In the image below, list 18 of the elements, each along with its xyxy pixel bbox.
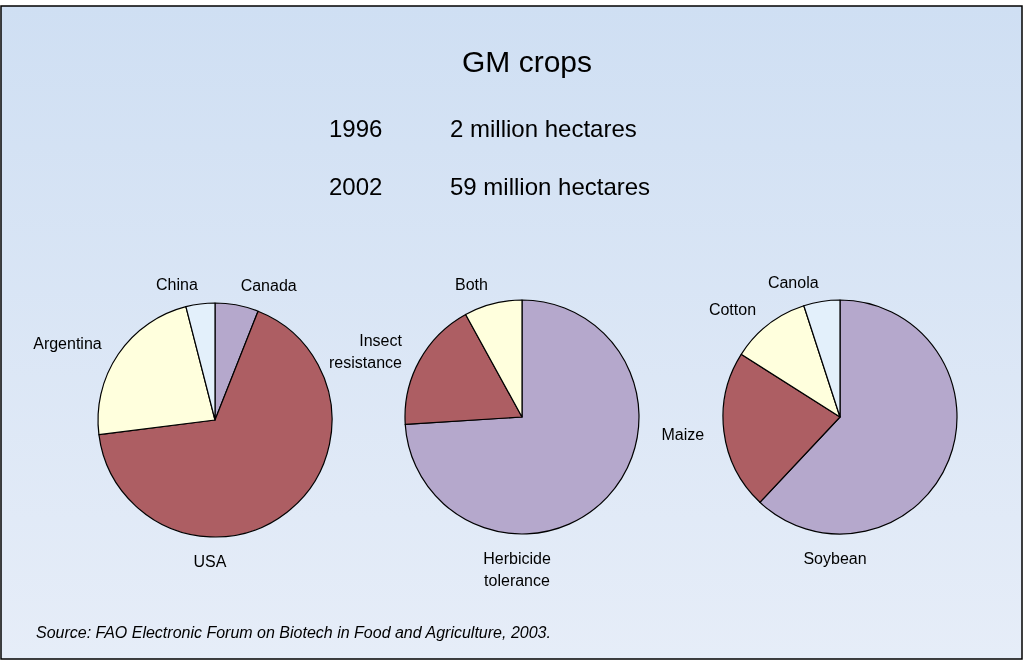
slice-label: Argentina: [33, 334, 102, 352]
text: GM crops: [461, 45, 593, 78]
slice-label: Insect resistance: [329, 332, 403, 371]
slice-label: Both: [455, 276, 488, 294]
text: 2002: [329, 173, 383, 200]
slice-label: Canada: [240, 277, 297, 295]
pie-slice: [404, 299, 640, 535]
text: 2 million hectares: [450, 115, 637, 142]
source-note: Source: FAO Electronic Forum on Biotech in Food and Agriculture, 2003.: [36, 624, 551, 641]
slice-label: Soybean: [803, 550, 867, 567]
slice-label: Cotton: [708, 300, 757, 318]
text: 59 million hectares: [450, 173, 651, 200]
slice-label: Maize: [661, 426, 705, 444]
slice-label: Canola: [767, 273, 819, 291]
text: 1996: [329, 115, 383, 142]
slice-label: China: [156, 276, 198, 294]
slice-label: USA: [193, 553, 227, 570]
slice-label: Herbicide tolerance: [483, 550, 551, 589]
